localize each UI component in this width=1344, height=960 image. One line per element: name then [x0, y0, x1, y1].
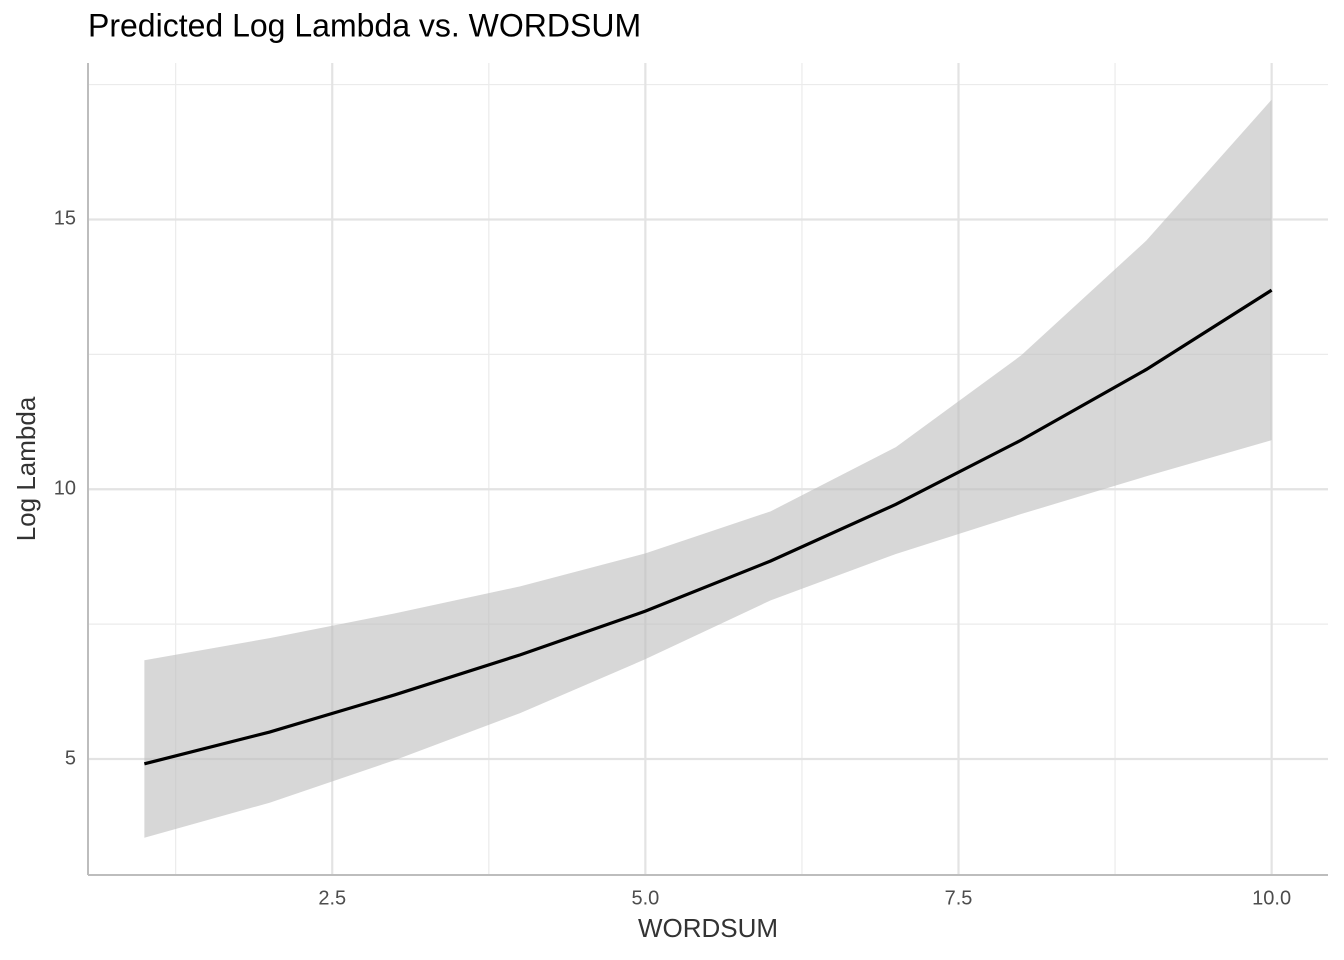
x-tick-label: 5.0 [631, 887, 659, 909]
x-axis-label: WORDSUM [638, 913, 778, 943]
y-tick-label: 10 [54, 478, 76, 500]
y-axis-label: Log Lambda [11, 396, 41, 541]
y-tick-label: 15 [54, 208, 76, 230]
x-tick-label: 7.5 [945, 887, 973, 909]
y-tick-label: 5 [65, 747, 76, 769]
confidence-ribbon [144, 99, 1272, 838]
line [143, 288, 1273, 766]
chart-title: Predicted Log Lambda vs. WORDSUM [88, 7, 641, 43]
x-tick-label: 2.5 [318, 887, 346, 909]
x-tick-label: 10.0 [1252, 887, 1291, 909]
